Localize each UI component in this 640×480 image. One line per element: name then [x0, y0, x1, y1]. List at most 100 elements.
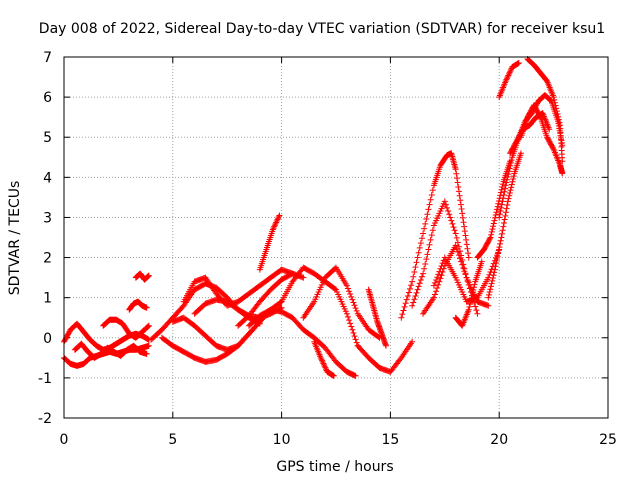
data-point: [504, 75, 511, 82]
data-point: [487, 286, 494, 293]
data-point: [453, 234, 460, 241]
data-point: [551, 99, 558, 106]
data-point: [550, 94, 557, 101]
data-point: [436, 268, 443, 275]
data-point: [500, 223, 507, 230]
data-point: [346, 317, 353, 324]
series-arc-16: [300, 264, 383, 341]
data-point: [461, 268, 468, 275]
data-point: [457, 255, 464, 262]
data-point: [499, 198, 506, 205]
data-point: [491, 269, 498, 276]
data-point: [422, 220, 429, 227]
data-point: [425, 206, 432, 213]
data-point: [501, 188, 508, 195]
data-point: [508, 184, 515, 191]
data-point: [503, 179, 510, 186]
data-point: [549, 145, 556, 152]
data-point: [402, 300, 409, 307]
data-point: [424, 251, 431, 258]
data-point: [474, 310, 481, 317]
data-point: [507, 68, 514, 75]
data-point: [555, 116, 562, 123]
data-point: [465, 254, 472, 261]
data-point: [496, 244, 503, 251]
data-point: [416, 280, 423, 287]
data-point: [457, 197, 464, 204]
series-arc-1: [61, 320, 152, 353]
data-point: [421, 265, 428, 272]
data-point: [487, 234, 494, 241]
series-arc-12: [235, 270, 307, 329]
data-point: [414, 254, 421, 261]
data-point: [486, 289, 493, 296]
data-point: [489, 277, 496, 284]
data-point: [353, 339, 360, 346]
data-point: [397, 356, 404, 363]
data-point: [445, 208, 452, 215]
data-point: [502, 78, 509, 85]
data-point: [434, 274, 441, 281]
data-point: [506, 69, 513, 76]
series-arc-17: [311, 338, 337, 379]
data-point: [488, 280, 495, 287]
data-point: [455, 183, 462, 190]
data-point: [463, 241, 470, 248]
data-point: [506, 189, 513, 196]
data-point: [506, 192, 513, 199]
data-point: [553, 108, 560, 115]
data-point: [495, 250, 502, 257]
data-point: [500, 220, 507, 227]
data-point: [464, 245, 471, 252]
data-point: [452, 166, 459, 173]
data-point: [432, 279, 439, 286]
data-point: [352, 372, 359, 379]
data-point: [465, 306, 472, 313]
data-point: [400, 307, 407, 314]
data-point: [274, 216, 281, 223]
series-arc-29: [524, 56, 566, 165]
data-point: [469, 289, 476, 296]
data-point: [546, 126, 553, 133]
data-point: [437, 275, 444, 282]
data-point: [493, 256, 500, 263]
data-point: [506, 165, 513, 172]
data-point: [422, 260, 429, 267]
data-point: [433, 277, 440, 284]
data-point: [145, 323, 152, 330]
data-point: [493, 260, 500, 267]
data-point: [403, 296, 410, 303]
data-point: [423, 216, 430, 223]
data-point: [343, 310, 350, 317]
data-point: [470, 284, 477, 291]
data-point: [438, 272, 445, 279]
data-point: [493, 209, 500, 216]
series-arc-11: [191, 296, 285, 321]
y-tick-label: 6: [43, 90, 52, 106]
series-arc-5: [126, 298, 150, 313]
axis-ticks: 0 5 10 15 20 25 -2 -1 0 1 2 3 4 5 6 7: [38, 50, 617, 448]
data-point: [472, 303, 479, 310]
data-point: [442, 201, 449, 208]
data-point: [491, 266, 498, 273]
data-point: [462, 271, 469, 278]
data-point: [412, 264, 419, 271]
data-point: [452, 230, 459, 237]
data-point: [492, 212, 499, 219]
data-point: [502, 185, 509, 192]
data-point: [430, 294, 437, 301]
y-tick-label: -1: [38, 371, 52, 387]
data-point: [490, 272, 497, 279]
x-tick-label: 20: [490, 432, 508, 448]
data-point: [317, 354, 324, 361]
data-point: [383, 342, 390, 349]
data-point: [504, 198, 511, 205]
data-point: [145, 272, 152, 279]
x-tick-label: 0: [60, 432, 69, 448]
chart-title: Day 008 of 2022, Sidereal Day-to-day VTE…: [39, 21, 605, 37]
data-point: [494, 206, 501, 213]
data-point: [144, 323, 151, 330]
data-point: [416, 244, 423, 251]
data-point: [435, 281, 442, 288]
data-point: [352, 305, 359, 312]
